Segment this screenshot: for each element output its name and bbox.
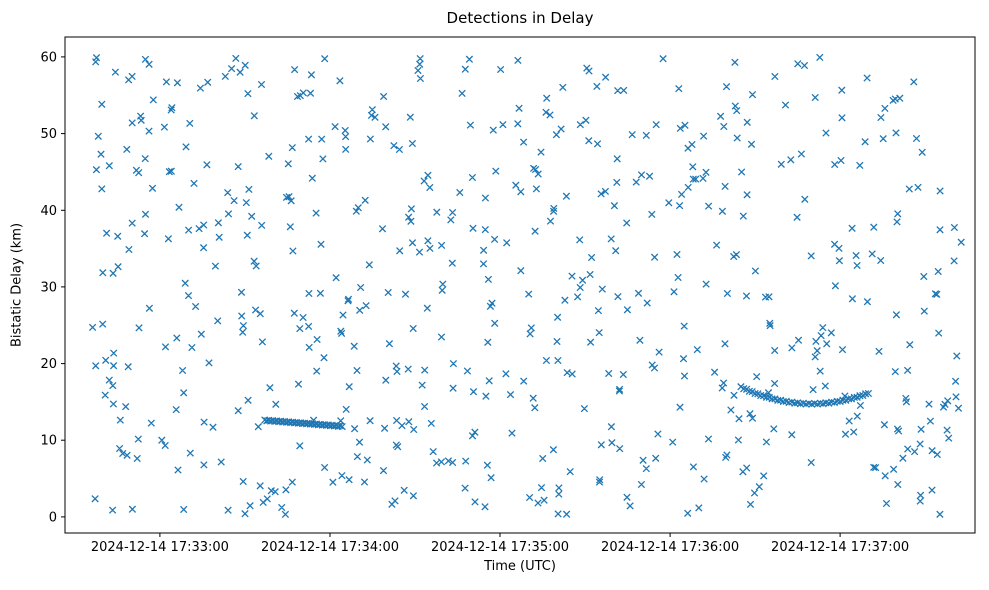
axes-frame <box>64 36 976 534</box>
y-tick-label: 60 <box>40 50 57 65</box>
x-tick-label: 2024-12-14 17:34:00 <box>261 540 399 555</box>
y-tick-label: 10 <box>40 434 57 449</box>
y-tick-label: 40 <box>40 204 57 219</box>
x-tick-label: 2024-12-14 17:33:00 <box>91 540 229 555</box>
scatter-points-background <box>88 53 965 519</box>
scatter-points-track-1 <box>261 416 346 431</box>
y-tick-label: 30 <box>40 280 57 295</box>
chart-title: Detections in Delay <box>446 9 594 27</box>
scatter-points-track-2 <box>737 383 873 408</box>
y-tick-label: 50 <box>40 127 57 142</box>
y-tick-label: 20 <box>40 357 57 372</box>
x-tick-label: 2024-12-14 17:36:00 <box>601 540 739 555</box>
x-tick-label: 2024-12-14 17:37:00 <box>771 540 909 555</box>
x-tick-label: 2024-12-14 17:35:00 <box>431 540 569 555</box>
y-tick-label: 0 <box>49 510 57 525</box>
x-axis-label: Time (UTC) <box>484 559 556 574</box>
